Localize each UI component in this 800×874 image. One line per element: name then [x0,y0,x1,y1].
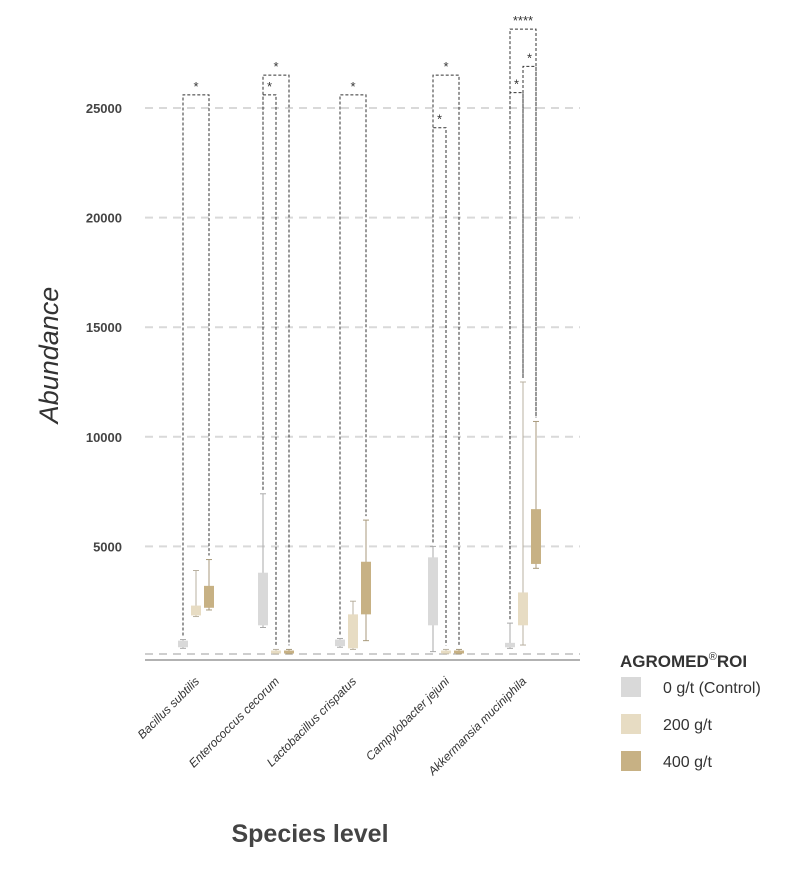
box-body [258,572,268,626]
box-body [271,650,281,654]
legend-title-main: AGROMED [620,652,709,671]
grid-lines [145,107,580,655]
y-tick-label: 10000 [86,430,122,445]
x-axis-title: Species level [231,820,388,848]
significance-label: * [350,79,355,94]
significance-bracket [262,74,290,646]
y-tick-label: 20000 [86,211,122,226]
x-category-label: Lactobacillus crispatus [264,674,359,769]
legend: AGROMED®ROI 0 g/t (Control) 200 g/t 400 g/… [620,651,761,771]
box-body [518,592,528,626]
significance-bracket [432,74,460,646]
legend-title: AGROMED®ROI [620,651,747,671]
significance-label: * [443,59,448,74]
box [361,519,371,642]
box-body [348,614,358,649]
significance-label: * [514,77,519,92]
box [428,545,438,653]
significance-bracket [522,65,537,418]
legend-swatch [621,751,641,771]
significance-bracket [262,94,277,646]
box-body [178,640,188,648]
box [204,559,214,611]
box-series [178,381,541,655]
box [178,639,188,649]
box [441,648,451,655]
y-tick-label: 15000 [86,320,122,335]
legend-title-reg: ® [709,651,717,663]
legend-label: 0 g/t (Control) [663,680,761,697]
box-body [204,585,214,608]
x-category-label: Bacillus subtilis [135,674,202,741]
box [505,622,515,649]
box [531,420,541,569]
y-tick-labels: 5000 10000 15000 20000 25000 [86,101,122,554]
significance-bracket [509,92,524,620]
significance-bracket [509,28,537,620]
box [191,570,201,618]
significance-bracket [339,94,367,635]
box [258,493,268,629]
x-category-label: Campylobacter jejuni [363,674,452,763]
box-body [441,650,451,654]
box [348,600,358,650]
significance-label: * [273,59,278,74]
box-body [531,509,541,564]
y-tick-label: 5000 [93,539,122,554]
y-axis-title: Abundance [34,287,64,426]
legend-label: 200 g/t [663,717,712,734]
box-body [335,639,345,647]
legend-swatch [621,677,641,697]
box [335,637,345,648]
box-body [361,561,371,615]
significance-label: **** [513,13,533,28]
box-body [505,642,515,648]
box-body [428,557,438,626]
significance-brackets: * *********** [182,13,537,646]
box [518,381,528,646]
box-body [191,605,201,616]
legend-swatch [621,714,641,734]
box [454,648,464,655]
significance-label: * [193,79,198,94]
legend-entries: 0 g/t (Control) 200 g/t 400 g/t [621,677,761,771]
significance-label: * [527,50,532,65]
significance-label: * [267,79,272,94]
box [271,648,281,655]
legend-label: 400 g/t [663,754,712,771]
box-body [284,650,294,654]
legend-title-tail: ROI [717,652,747,671]
y-tick-label: 25000 [86,101,122,116]
significance-bracket [182,94,210,636]
box-body [454,650,464,654]
significance-label: * [437,112,442,127]
box [284,648,294,655]
